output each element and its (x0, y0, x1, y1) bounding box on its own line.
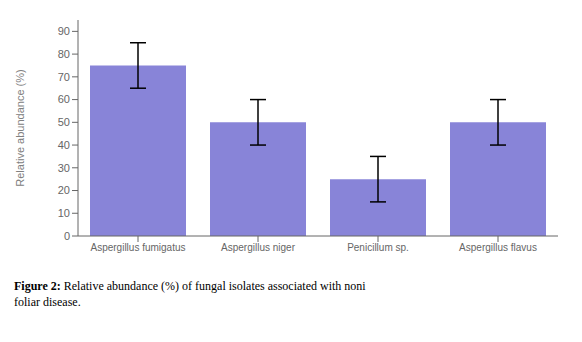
svg-text:60: 60 (58, 93, 70, 105)
svg-text:0: 0 (64, 230, 70, 242)
svg-text:70: 70 (58, 71, 70, 83)
svg-text:10: 10 (58, 207, 70, 219)
svg-text:40: 40 (58, 139, 70, 151)
svg-text:Aspergillus flavus: Aspergillus flavus (459, 242, 537, 253)
svg-text:Relative abundance (%): Relative abundance (%) (14, 69, 26, 186)
svg-text:90: 90 (58, 25, 70, 37)
svg-text:Aspergillus fumigatus: Aspergillus fumigatus (90, 242, 185, 253)
svg-text:30: 30 (58, 162, 70, 174)
svg-text:20: 20 (58, 184, 70, 196)
svg-text:80: 80 (58, 48, 70, 60)
html-text:Figure 2: Relative abundance (: Figure 2: Relative abundance (%) of fung… (14, 279, 366, 309)
svg-text:Penicillum sp.: Penicillum sp. (347, 242, 409, 253)
svg-text:Aspergillus niger: Aspergillus niger (221, 242, 296, 253)
svg-text:50: 50 (58, 116, 70, 128)
